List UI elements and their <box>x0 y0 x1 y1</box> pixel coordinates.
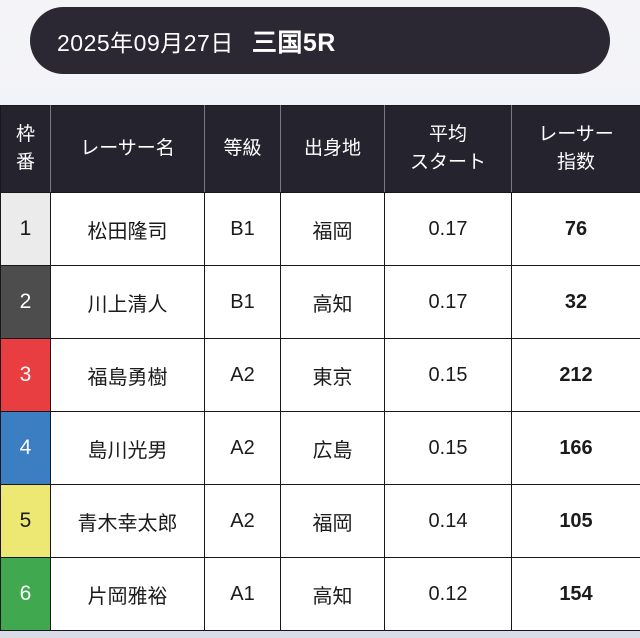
table-row: 5 青木幸太郎 A2 福岡 0.14 105 <box>0 484 640 558</box>
avg-start-cell: 0.15 <box>384 411 512 485</box>
frame-number-cell: 3 <box>0 338 51 412</box>
frame-number-cell: 2 <box>0 265 51 339</box>
frame-number-cell: 4 <box>0 411 51 485</box>
grade-cell: B1 <box>204 192 281 266</box>
racer-name-cell: 川上清人 <box>50 265 205 339</box>
grade-cell: A2 <box>204 338 281 412</box>
frame-number-cell: 6 <box>0 557 51 631</box>
index-cell: 154 <box>511 557 640 631</box>
index-cell: 166 <box>511 411 640 485</box>
table-row: 4 島川光男 A2 広島 0.15 166 <box>0 411 640 485</box>
origin-cell: 高知 <box>280 265 385 339</box>
racer-name-cell: 青木幸太郎 <box>50 484 205 558</box>
origin-cell: 東京 <box>280 338 385 412</box>
origin-cell: 福岡 <box>280 192 385 266</box>
avg-start-cell: 0.17 <box>384 192 512 266</box>
col-header-grade: 等級 <box>204 105 281 193</box>
table-row: 6 片岡雅裕 A1 高知 0.12 154 <box>0 557 640 631</box>
frame-number-cell: 5 <box>0 484 51 558</box>
col-header-origin: 出身地 <box>280 105 385 193</box>
racer-name-cell: 片岡雅裕 <box>50 557 205 631</box>
racer-table: 枠 番 レーサー名 等級 出身地 平均 スタート レーサー 指数 1 松田隆司 … <box>0 105 640 631</box>
grade-cell: A1 <box>204 557 281 631</box>
race-title: 三国5R <box>251 28 336 57</box>
table-row: 2 川上清人 B1 高知 0.17 32 <box>0 265 640 339</box>
origin-cell: 福岡 <box>280 484 385 558</box>
racer-name-cell: 島川光男 <box>50 411 205 485</box>
index-cell: 212 <box>511 338 640 412</box>
race-date: 2025年09月27日 <box>57 29 234 56</box>
table-header-row: 枠 番 レーサー名 等級 出身地 平均 スタート レーサー 指数 <box>0 105 640 193</box>
table-row: 1 松田隆司 B1 福岡 0.17 76 <box>0 192 640 266</box>
avg-start-cell: 0.15 <box>384 338 512 412</box>
col-header-index: レーサー 指数 <box>511 105 640 193</box>
grade-cell: A2 <box>204 411 281 485</box>
index-cell: 32 <box>511 265 640 339</box>
avg-start-cell: 0.17 <box>384 265 512 339</box>
racer-name-cell: 福島勇樹 <box>50 338 205 412</box>
col-header-frame: 枠 番 <box>0 105 51 193</box>
racer-name-cell: 松田隆司 <box>50 192 205 266</box>
index-cell: 76 <box>511 192 640 266</box>
grade-cell: B1 <box>204 265 281 339</box>
table-row: 3 福島勇樹 A2 東京 0.15 212 <box>0 338 640 412</box>
origin-cell: 広島 <box>280 411 385 485</box>
avg-start-cell: 0.12 <box>384 557 512 631</box>
col-header-avg-start: 平均 スタート <box>384 105 512 193</box>
avg-start-cell: 0.14 <box>384 484 512 558</box>
frame-number-cell: 1 <box>0 192 51 266</box>
race-header-pill: 2025年09月27日 三国5R <box>30 7 610 74</box>
index-cell: 105 <box>511 484 640 558</box>
col-header-name: レーサー名 <box>50 105 205 193</box>
grade-cell: A2 <box>204 484 281 558</box>
origin-cell: 高知 <box>280 557 385 631</box>
